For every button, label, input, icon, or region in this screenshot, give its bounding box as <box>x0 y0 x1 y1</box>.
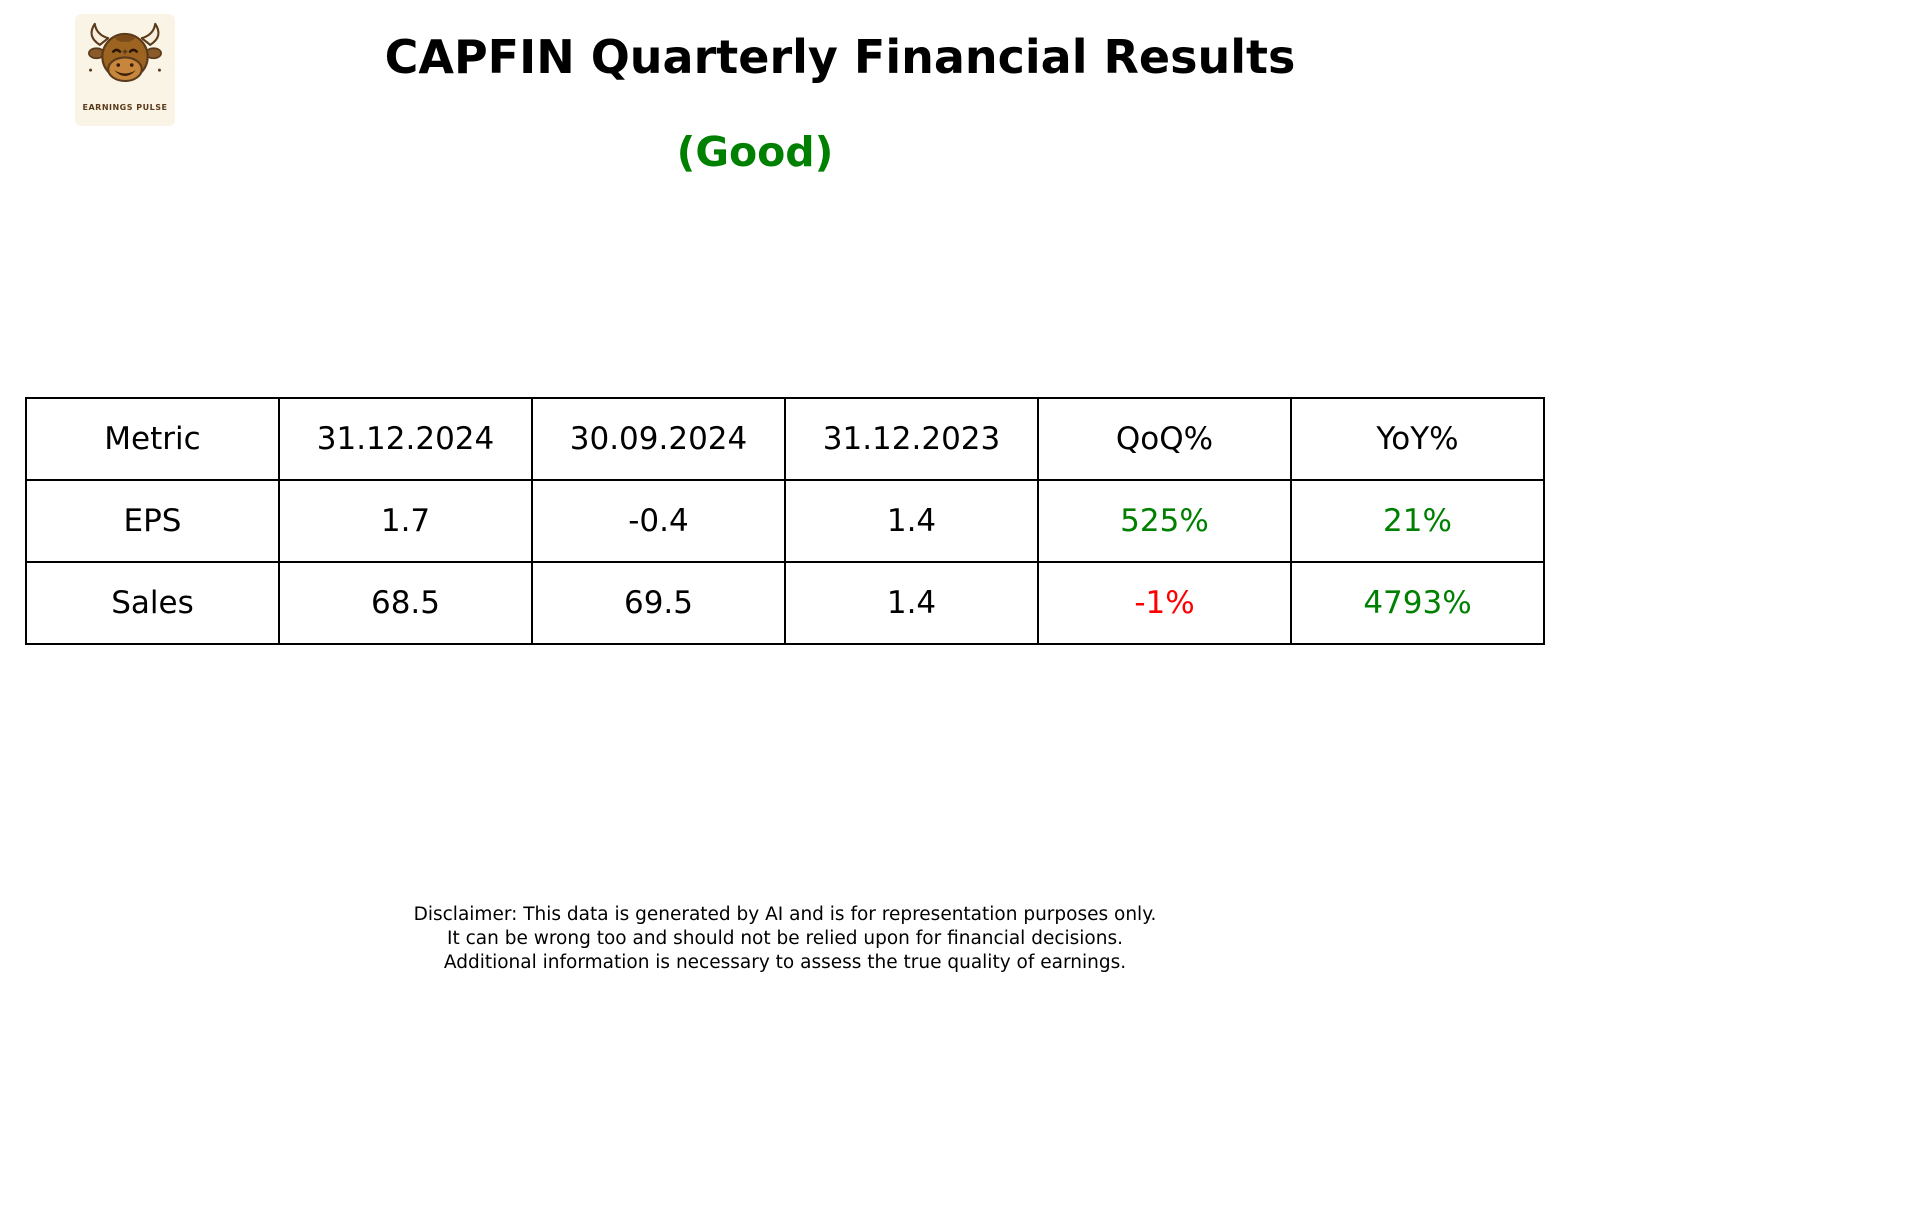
column-header-yoy: YoY% <box>1290 397 1545 481</box>
table-row-eps: EPS 1.7 -0.4 1.4 525% 21% <box>25 479 1545 563</box>
column-header-current-quarter: 31.12.2024 <box>278 397 533 481</box>
disclaimer-line: Additional information is necessary to a… <box>443 952 1127 973</box>
metric-cell: EPS <box>25 479 280 563</box>
value-cell: 525% <box>1037 479 1292 563</box>
value-cell: 1.4 <box>784 561 1039 645</box>
value-cell: -0.4 <box>531 479 786 563</box>
bull-logo-icon <box>88 22 162 83</box>
column-header-year-ago-quarter: 31.12.2023 <box>784 397 1039 481</box>
metric-cell: Sales <box>25 561 280 645</box>
disclaimer-line: It can be wrong too and should not be re… <box>447 928 1123 949</box>
value-cell: 69.5 <box>531 561 786 645</box>
earnings-pulse-logo: EARNINGS PULSE <box>75 14 175 126</box>
logo-caption: EARNINGS PULSE <box>82 103 168 112</box>
results-table: Metric 31.12.2024 30.09.2024 31.12.2023 … <box>25 397 1545 645</box>
value-cell: 21% <box>1290 479 1545 563</box>
disclaimer-line: Disclaimer: This data is generated by AI… <box>413 904 1157 925</box>
disclaimer: Disclaimer: This data is generated by AI… <box>0 903 1570 975</box>
column-header-qoq: QoQ% <box>1037 397 1292 481</box>
value-cell: 68.5 <box>278 561 533 645</box>
value-cell: 1.7 <box>278 479 533 563</box>
table-header-row: Metric 31.12.2024 30.09.2024 31.12.2023 … <box>25 397 1545 481</box>
value-cell: 4793% <box>1290 561 1545 645</box>
value-cell: -1% <box>1037 561 1292 645</box>
column-header-metric: Metric <box>25 397 280 481</box>
table-row-sales: Sales 68.5 69.5 1.4 -1% 4793% <box>25 561 1545 645</box>
value-cell: 1.4 <box>784 479 1039 563</box>
column-header-previous-quarter: 30.09.2024 <box>531 397 786 481</box>
quality-label: (Good) <box>676 128 834 176</box>
page-title: CAPFIN Quarterly Financial Results <box>384 30 1296 84</box>
